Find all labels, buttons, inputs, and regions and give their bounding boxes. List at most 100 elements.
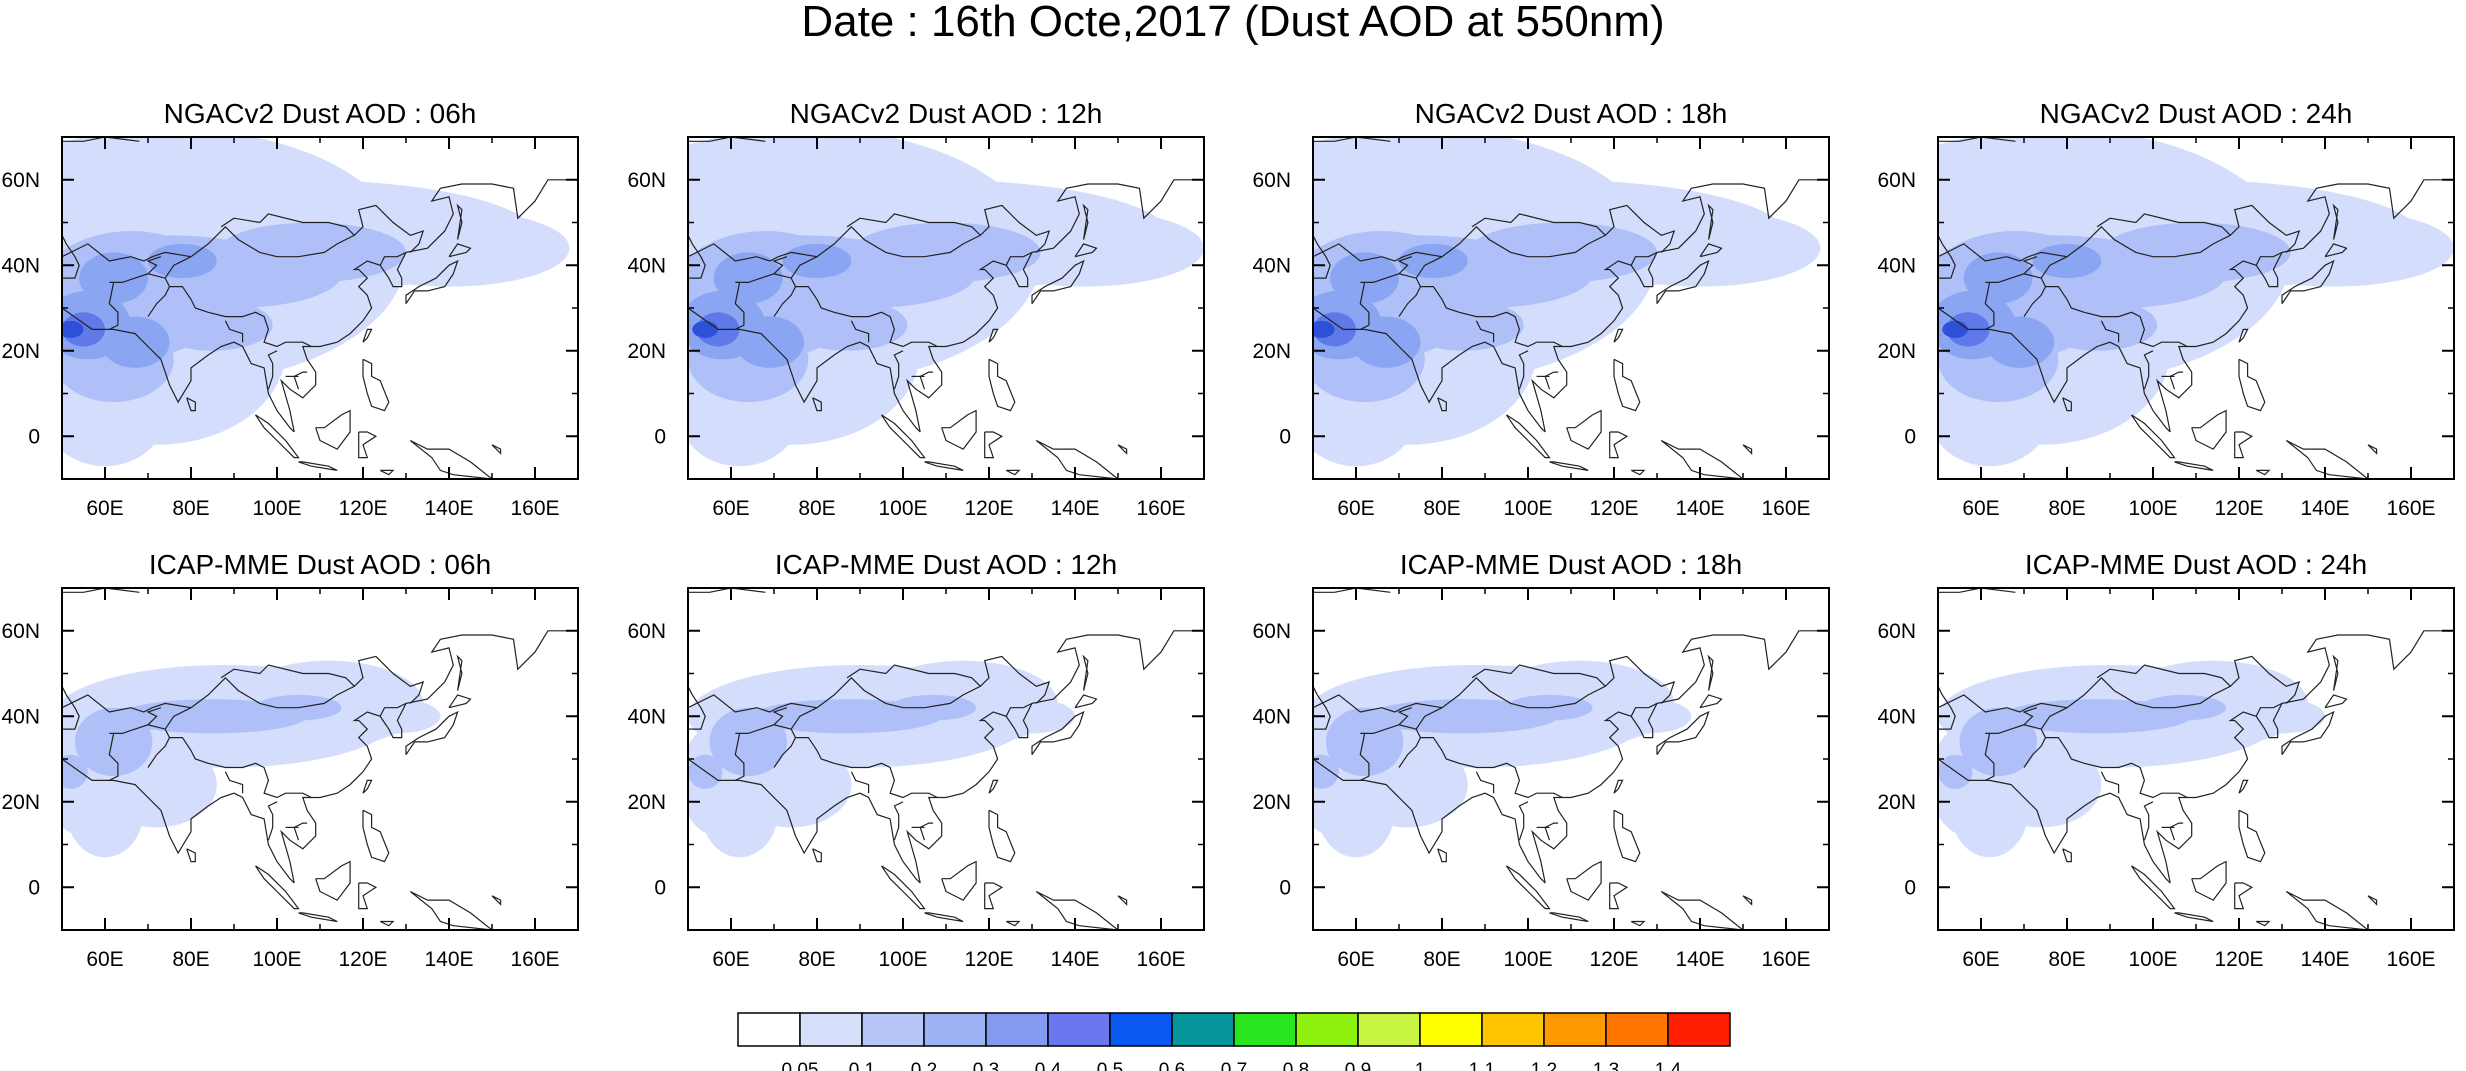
y-tick-label: 0 (1279, 425, 1291, 448)
colorbar-swatch (1171, 1012, 1235, 1047)
aod-shade-region (100, 316, 170, 368)
map-panel: 60E 80E 100E 120E 140E 160E 60N 40N 20N 0 NGACv2 D… (627, 98, 1205, 520)
colorbar-swatch (985, 1012, 1049, 1047)
y-tick-label: 60N (627, 169, 666, 192)
colorbar-swatch (1295, 1012, 1359, 1047)
aod-shade-region (2032, 243, 2102, 279)
aod-shade-region (1317, 763, 1395, 858)
colorbar-swatch (861, 1012, 925, 1047)
map-panel: 60E 80E 100E 120E 140E 160E 60N 40N 20N 0 ICAP-MME… (627, 549, 1205, 971)
x-tick-label: 120E (338, 948, 387, 971)
colorbar-label: 0.6 (1159, 1060, 1185, 1071)
panel-title: NGACv2 Dust AOD : 12h (790, 98, 1103, 129)
coastline-layer (62, 588, 578, 930)
x-tick-label: 160E (1761, 497, 1810, 520)
aod-shade-region (2101, 222, 2291, 283)
y-tick-label: 0 (1279, 876, 1291, 899)
aod-shade-region (1351, 316, 1421, 368)
x-tick-label: 100E (2128, 948, 2177, 971)
aod-shade-region (354, 699, 441, 734)
colorbar-swatch (1481, 1012, 1545, 1047)
aod-shade-region (66, 763, 144, 858)
panel-title: ICAP-MME Dust AOD : 18h (1400, 549, 1742, 580)
panel-title: ICAP-MME Dust AOD : 24h (2025, 549, 2367, 580)
x-tick-label: 120E (1589, 948, 1638, 971)
x-tick-label: 80E (172, 497, 209, 520)
x-tick-label: 160E (510, 948, 559, 971)
y-tick-label: 40N (627, 254, 666, 277)
aod-shade-region (890, 694, 977, 721)
y-tick-label: 20N (627, 340, 666, 363)
x-tick-label: 160E (1136, 948, 1185, 971)
colorbar-swatch (737, 1012, 801, 1047)
x-tick-label: 120E (964, 497, 1013, 520)
y-tick-label: 20N (1252, 340, 1291, 363)
y-tick-label: 60N (1252, 169, 1291, 192)
coastline-layer (1938, 137, 2454, 479)
aod-shade-region (851, 222, 1041, 283)
colorbar-label: 0.5 (1097, 1060, 1123, 1071)
x-tick-label: 140E (2300, 948, 2349, 971)
dust-aod-field (62, 137, 578, 479)
x-tick-label: 160E (1136, 497, 1185, 520)
y-tick-label: 60N (1, 169, 40, 192)
aod-shade-region (216, 222, 406, 283)
colorbar-swatch (1543, 1012, 1607, 1047)
x-tick-label: 100E (878, 948, 927, 971)
colorbar-label: 0.05 (782, 1060, 819, 1071)
aod-shade-region (1313, 320, 1335, 338)
x-tick-label: 140E (1675, 948, 1724, 971)
x-tick-label: 100E (252, 948, 301, 971)
x-tick-label: 80E (2048, 948, 2085, 971)
dust-aod-field (1938, 137, 2454, 479)
aod-shade-region (2140, 694, 2227, 721)
y-tick-label: 20N (627, 791, 666, 814)
y-tick-label: 0 (1904, 876, 1916, 899)
colorbar-label: 0.7 (1221, 1060, 1247, 1071)
aod-shade-region (1330, 252, 1399, 304)
y-tick-label: 60N (627, 620, 666, 643)
panel-title: ICAP-MME Dust AOD : 12h (775, 549, 1117, 580)
y-tick-label: 20N (1252, 791, 1291, 814)
aod-shade-region (2036, 299, 2158, 351)
x-tick-label: 140E (2300, 497, 2349, 520)
map-panel: 60E 80E 100E 120E 140E 160E 60N 40N 20N 0 NGACv2 D… (1, 98, 579, 520)
coastline-layer (62, 137, 578, 479)
aod-shade-region (1963, 252, 2033, 304)
map-panel: 60E 80E 100E 120E 140E 160E 60N 40N 20N 0 ICAP-MME… (1252, 549, 1830, 971)
x-tick-label: 120E (2214, 948, 2263, 971)
map-panel: 60E 80E 100E 120E 140E 160E 60N 40N 20N 0 NGACv2 D… (1877, 98, 2455, 520)
aod-shade-region (1942, 320, 1969, 338)
y-tick-label: 0 (654, 425, 666, 448)
aod-shade-region (1605, 699, 1692, 734)
y-tick-label: 60N (1877, 169, 1916, 192)
aod-shade-region (700, 763, 779, 858)
y-tick-label: 40N (1, 254, 40, 277)
x-tick-label: 140E (1050, 497, 1099, 520)
figure-title: Date : 16th Octe,2017 (Dust AOD at 550nm… (801, 0, 1665, 46)
colorbar-label: 0.2 (911, 1060, 937, 1071)
x-tick-label: 60E (712, 497, 749, 520)
aod-shade-region (152, 299, 273, 351)
colorbar-label: 1.2 (1531, 1060, 1557, 1071)
map-panel: 60E 80E 100E 120E 140E 160E 60N 40N 20N 0 ICAP-MME… (1877, 549, 2455, 971)
colorbar-swatch (1419, 1012, 1483, 1047)
x-tick-label: 80E (1423, 497, 1460, 520)
aod-shade-region (1950, 763, 2029, 858)
y-tick-label: 60N (1, 620, 40, 643)
colorbar-label: 1.1 (1469, 1060, 1495, 1071)
colorbar-label: 1.3 (1593, 1060, 1619, 1071)
dust-aod-field (1313, 137, 1829, 479)
x-tick-label: 160E (2386, 948, 2435, 971)
aod-shade-region (62, 320, 84, 338)
y-tick-label: 60N (1877, 620, 1916, 643)
y-tick-label: 40N (1, 705, 40, 728)
coastline-layer (1313, 137, 1829, 479)
x-tick-label: 160E (2386, 497, 2435, 520)
map-panels: 60E 80E 100E 120E 140E 160E 60N 40N 20N 0 NGACv2 D… (1, 98, 2455, 971)
coastline-layer (688, 588, 1204, 930)
y-tick-label: 20N (1877, 340, 1916, 363)
y-tick-label: 20N (1877, 791, 1916, 814)
x-tick-label: 60E (1337, 497, 1374, 520)
